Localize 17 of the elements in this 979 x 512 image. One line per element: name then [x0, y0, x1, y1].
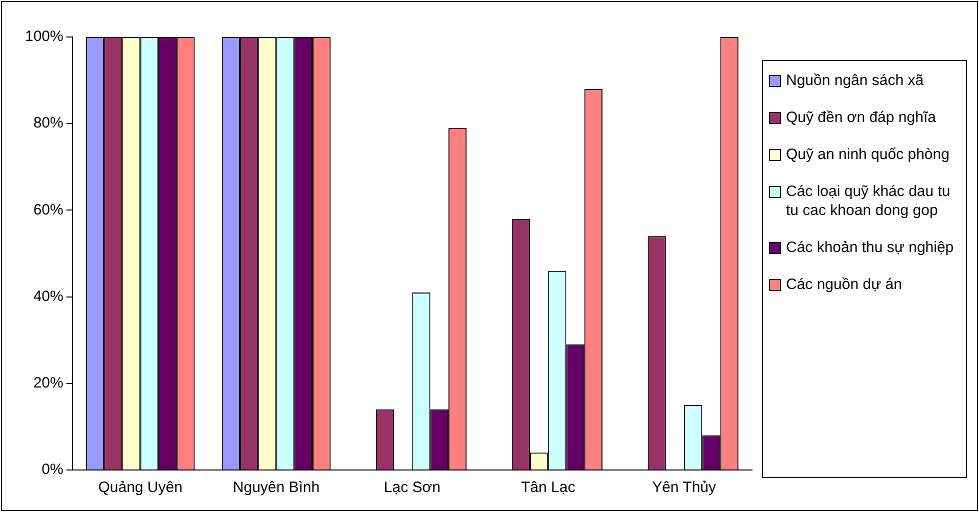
legend-label: Quỹ an ninh quốc phòng [786, 145, 950, 164]
y-tick-label: 80% [33, 114, 64, 132]
x-tick-label: Yên Thủy [652, 479, 716, 496]
legend-label: Các loại quỹ khác dau tu tu cac khoan dong gop [786, 182, 952, 220]
x-tick-label: Quảng Uyên [98, 479, 182, 496]
legend-label: Các nguồn dự án [786, 275, 902, 294]
y-tick-label: 100% [24, 28, 64, 46]
y-tick-label: 40% [33, 288, 64, 305]
x-tick-label: Nguyên Bình [232, 479, 320, 496]
y-tick-label: 60% [33, 201, 64, 218]
legend-label: Các khoản thu sự nghiệp [786, 238, 954, 257]
y-tick-label: 0% [42, 461, 64, 478]
y-tick-label: 20% [33, 374, 64, 392]
legend-label: Quỹ đền ơn đáp nghĩa [786, 108, 936, 127]
x-tick-label: Lạc Sơn [384, 479, 440, 496]
x-tick-label: Tân Lạc [521, 479, 576, 496]
legend-label: Nguồn ngân sách xã [786, 71, 924, 90]
